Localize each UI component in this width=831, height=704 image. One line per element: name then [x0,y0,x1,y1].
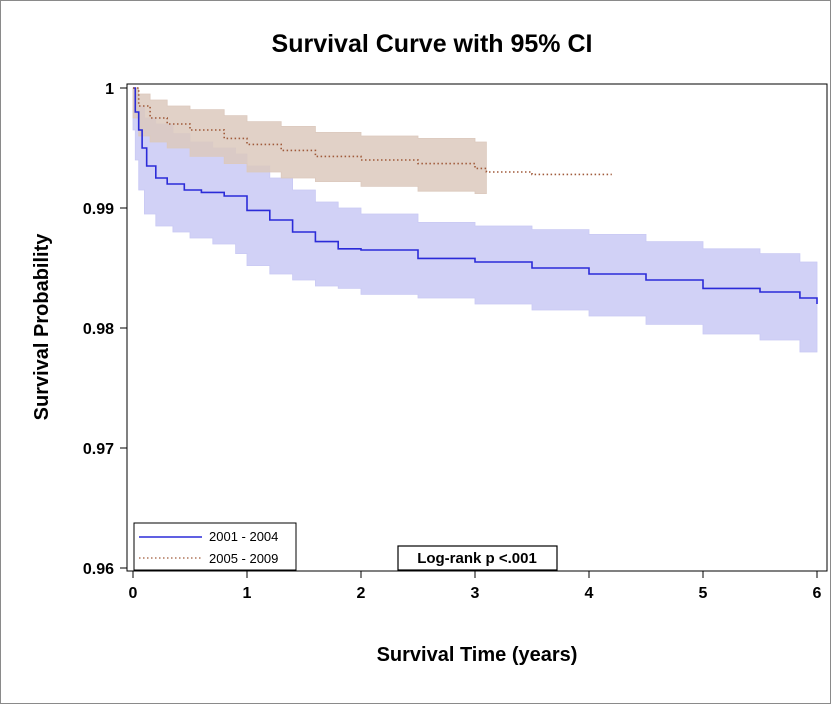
ci-band-2005-2009 [132,87,487,194]
y-tick-label: 0.99 [83,201,114,218]
y-axis-label: Survival Probability [31,233,53,421]
x-tick-label: 1 [243,585,252,602]
x-tick-label: 5 [699,585,708,602]
confidence-bands [132,87,818,353]
survival-line-2001-2004 [133,87,818,304]
y-tick-label: 0.98 [83,321,114,338]
x-tick-label: 0 [129,585,138,602]
x-tick-label: 4 [585,585,594,602]
y-axis: 0.96 0.97 0.98 0.99 1 [83,81,127,578]
y-tick-label: 1 [105,81,114,98]
survival-line-2005-2009 [133,87,612,176]
chart-title: Survival Curve with 95% CI [272,30,593,58]
legend: 2001 - 2004 2005 - 2009 [133,522,297,571]
annotation-text: Log-rank p <.001 [417,550,537,567]
y-tick-label: 0.97 [83,441,114,458]
legend-label-2001-2004: 2001 - 2004 [209,529,278,544]
annotation-box [397,545,558,571]
x-axis: 0 1 2 3 4 5 6 [129,571,822,602]
logrank-annotation: Log-rank p <.001 [397,545,558,571]
y-tick-label: 0.96 [83,561,114,578]
survival-lines [133,87,818,304]
x-tick-label: 2 [357,585,366,602]
x-tick-label: 3 [471,585,480,602]
x-tick-label: 6 [813,585,822,602]
x-axis-label: Survival Time (years) [377,644,578,666]
legend-label-2005-2009: 2005 - 2009 [209,551,278,566]
legend-box [133,522,297,571]
